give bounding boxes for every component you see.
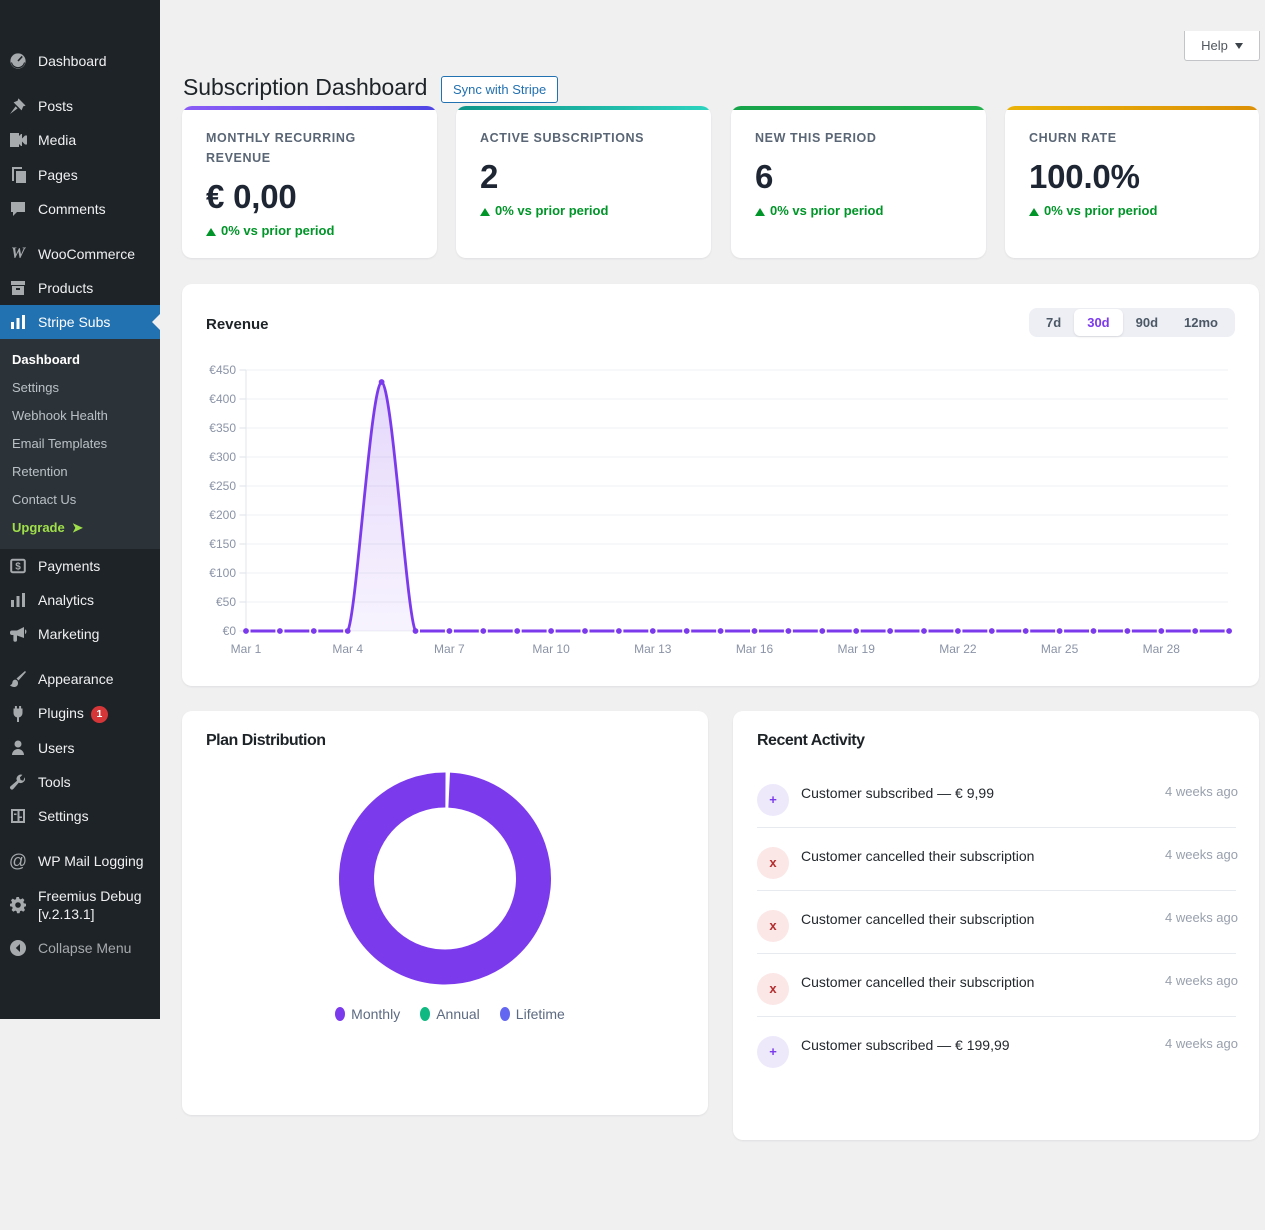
svg-text:€200: €200	[209, 508, 236, 522]
svg-text:€50: €50	[216, 595, 236, 609]
svg-text:Mar 25: Mar 25	[1041, 642, 1079, 656]
svg-text:€300: €300	[209, 450, 236, 464]
svg-text:Mar 1: Mar 1	[231, 642, 262, 656]
svg-text:€350: €350	[209, 421, 236, 435]
svg-text:€100: €100	[209, 566, 236, 580]
svg-text:€400: €400	[209, 392, 236, 406]
svg-text:Mar 7: Mar 7	[434, 642, 465, 656]
svg-text:Mar 10: Mar 10	[532, 642, 570, 656]
svg-text:Mar 4: Mar 4	[332, 642, 363, 656]
svg-text:€250: €250	[209, 479, 236, 493]
svg-text:€0: €0	[223, 624, 237, 638]
svg-text:€150: €150	[209, 537, 236, 551]
svg-text:Mar 19: Mar 19	[838, 642, 876, 656]
svg-text:$: $	[15, 562, 21, 573]
svg-text:Mar 22: Mar 22	[939, 642, 977, 656]
svg-text:Mar 28: Mar 28	[1143, 642, 1181, 656]
svg-text:Mar 13: Mar 13	[634, 642, 672, 656]
svg-text:Mar 16: Mar 16	[736, 642, 774, 656]
svg-text:€450: €450	[209, 363, 236, 377]
